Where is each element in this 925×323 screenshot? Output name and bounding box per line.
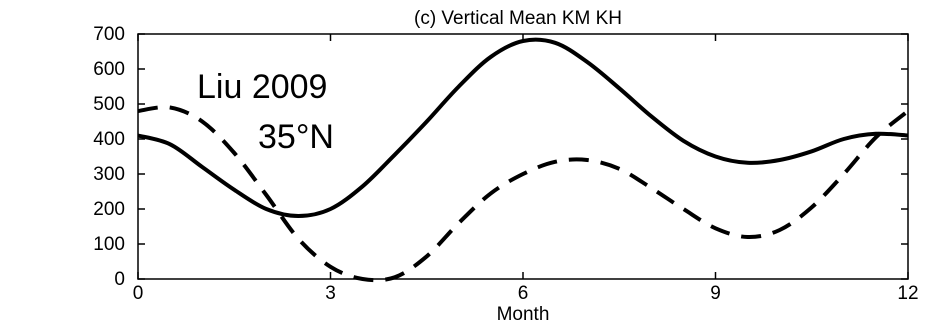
annotation-latitude: 35°N [258,118,334,156]
annotation-source: Liu 2009 [197,68,327,106]
axis-ticks [137,33,909,280]
y-tick-label: 300 [93,164,125,185]
solid-series-line [137,37,909,219]
y-tick-label: 500 [93,94,125,115]
y-tick-label: 100 [93,234,125,255]
y-tick-label: 600 [93,59,125,80]
y-tick-label: 200 [93,199,125,220]
series-group [137,37,910,283]
x-axis-label: Month [497,304,550,323]
tick-labels: 0 100 200 300 400 500 600 700 0 3 6 9 12 [93,24,918,304]
y-tick-label: 400 [93,129,125,150]
x-tick-label: 0 [133,283,144,304]
chart-title: (c) Vertical Mean KM KH [414,8,622,29]
x-tick-label: 9 [710,283,721,304]
x-tick-label: 12 [897,283,918,304]
x-tick-label: 3 [325,283,336,304]
y-tick-label: 0 [114,269,125,290]
y-tick-label: 700 [93,24,125,45]
x-tick-label: 6 [518,283,529,304]
dashed-series-line [137,105,910,283]
